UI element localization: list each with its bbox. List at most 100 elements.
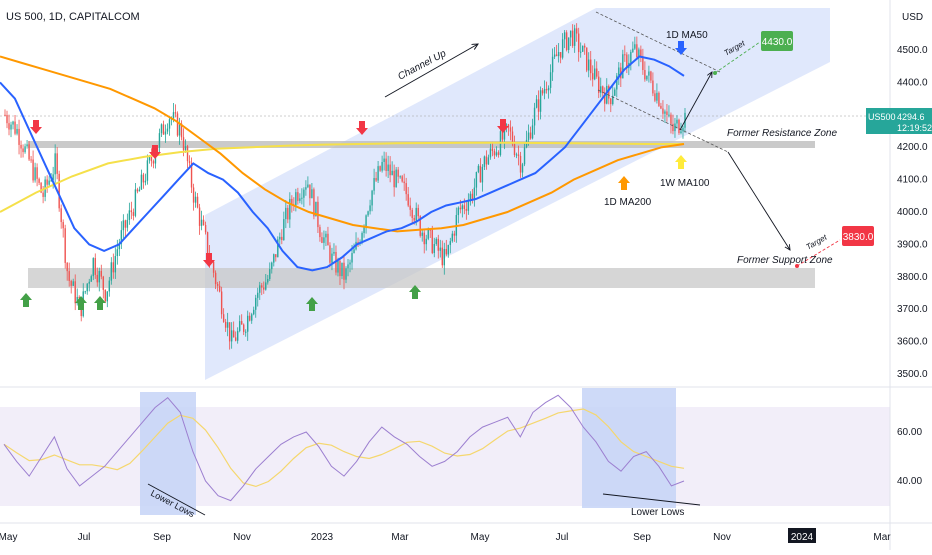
desc-channel-top [595, 11, 721, 73]
candle-body [650, 71, 652, 81]
candle-body [152, 161, 155, 164]
candle-body [327, 233, 329, 246]
candle-body [517, 154, 520, 156]
ma200-line [0, 55, 685, 233]
candle-body [614, 89, 616, 96]
candle-body [253, 309, 255, 315]
candle-body [16, 128, 18, 134]
candle-body [273, 254, 275, 263]
candle-body [551, 56, 554, 73]
candle-body [487, 157, 490, 165]
candle-body [636, 44, 638, 58]
candle-body [343, 262, 345, 280]
buy-arrow-icon [75, 296, 87, 310]
candle-body [569, 30, 572, 38]
candle-body [184, 146, 187, 151]
candle-body [559, 52, 562, 58]
target-down-badge [842, 226, 874, 246]
ma50-label: 1D MA50 [666, 30, 708, 41]
time-axis[interactable]: May Jul Sep Nov 2023 Mar May Jul Sep Nov 2024 Mar [0, 528, 891, 543]
support-zone [28, 268, 815, 288]
candle-body [381, 162, 383, 171]
candle-body [377, 166, 379, 181]
candle-body [339, 261, 341, 277]
time-tick: 2023 [311, 532, 334, 543]
support-label: Former Support Zone [737, 255, 833, 266]
candle-body [58, 173, 60, 209]
candle-body [6, 115, 8, 124]
candle-body [132, 212, 135, 216]
candle-body [305, 187, 307, 190]
candle-body [247, 315, 249, 332]
current-price-badge [866, 108, 932, 134]
candle-body [216, 284, 219, 286]
candle-body [363, 226, 365, 234]
candle-body [150, 156, 153, 162]
candle-body [52, 174, 54, 181]
candle-body [403, 181, 405, 184]
candle-body [92, 258, 94, 277]
candle-body [391, 170, 393, 176]
candle-body [303, 189, 305, 198]
candle-body [4, 114, 6, 116]
time-tick: 2024 [791, 532, 814, 543]
candle-body [14, 121, 16, 134]
candle-body [50, 180, 52, 182]
lower-lows-line-2 [602, 493, 701, 506]
candle-body [467, 201, 470, 211]
candle-body [24, 146, 26, 153]
rsi-ma-line [3, 408, 685, 488]
candle-body [54, 153, 56, 175]
price-tick: 3800.0 [897, 272, 928, 283]
candle-body [28, 144, 30, 160]
candle-body [431, 229, 433, 254]
price-axis[interactable]: 4500.04400.04300.04200.04100.04000.03900… [897, 45, 928, 380]
time-tick: Mar [873, 532, 891, 543]
candle-body [279, 236, 281, 240]
candle-body [547, 87, 550, 91]
candle-body [610, 98, 612, 105]
candle-body [575, 28, 578, 34]
candle-body [220, 291, 223, 315]
candle-body [102, 276, 104, 290]
candle-body [549, 72, 552, 88]
candle-body [12, 121, 14, 125]
rsi-line [3, 394, 685, 502]
time-tick: Mar [391, 532, 409, 543]
candle-body [379, 166, 381, 171]
target-up-value: 4430.0 [762, 37, 793, 48]
candle-body [140, 174, 143, 190]
buy-arrow-icon [618, 176, 630, 190]
candle-body [443, 248, 445, 266]
target-up-line [714, 41, 761, 74]
candle-body [295, 192, 297, 206]
candle-body [100, 270, 102, 277]
candle-body [674, 123, 676, 132]
candle-body [34, 167, 36, 181]
candle-body [594, 68, 596, 80]
candle-body [126, 219, 129, 228]
candle-body [66, 262, 68, 272]
candle-body [602, 86, 604, 94]
candle-body [74, 281, 76, 304]
candle-body [166, 128, 169, 132]
time-tick: Jul [78, 532, 91, 543]
candle-body [523, 147, 526, 165]
candle-body [46, 179, 48, 185]
candle-body [331, 253, 333, 263]
target-down-value: 3830.0 [843, 232, 874, 243]
candle-body [281, 236, 283, 241]
lower-lows-line-1 [147, 483, 206, 516]
candle-body [383, 158, 385, 163]
candle-body [345, 268, 347, 280]
candle-body [285, 207, 287, 220]
rsi-axis[interactable]: 60.00 40.00 [897, 427, 922, 487]
candle-body [477, 165, 480, 172]
candle-body [672, 123, 674, 132]
candle-body [535, 99, 538, 108]
candle-body [243, 324, 245, 332]
candle-body [503, 125, 506, 140]
candle-body [507, 124, 510, 128]
candle-body [64, 228, 66, 263]
